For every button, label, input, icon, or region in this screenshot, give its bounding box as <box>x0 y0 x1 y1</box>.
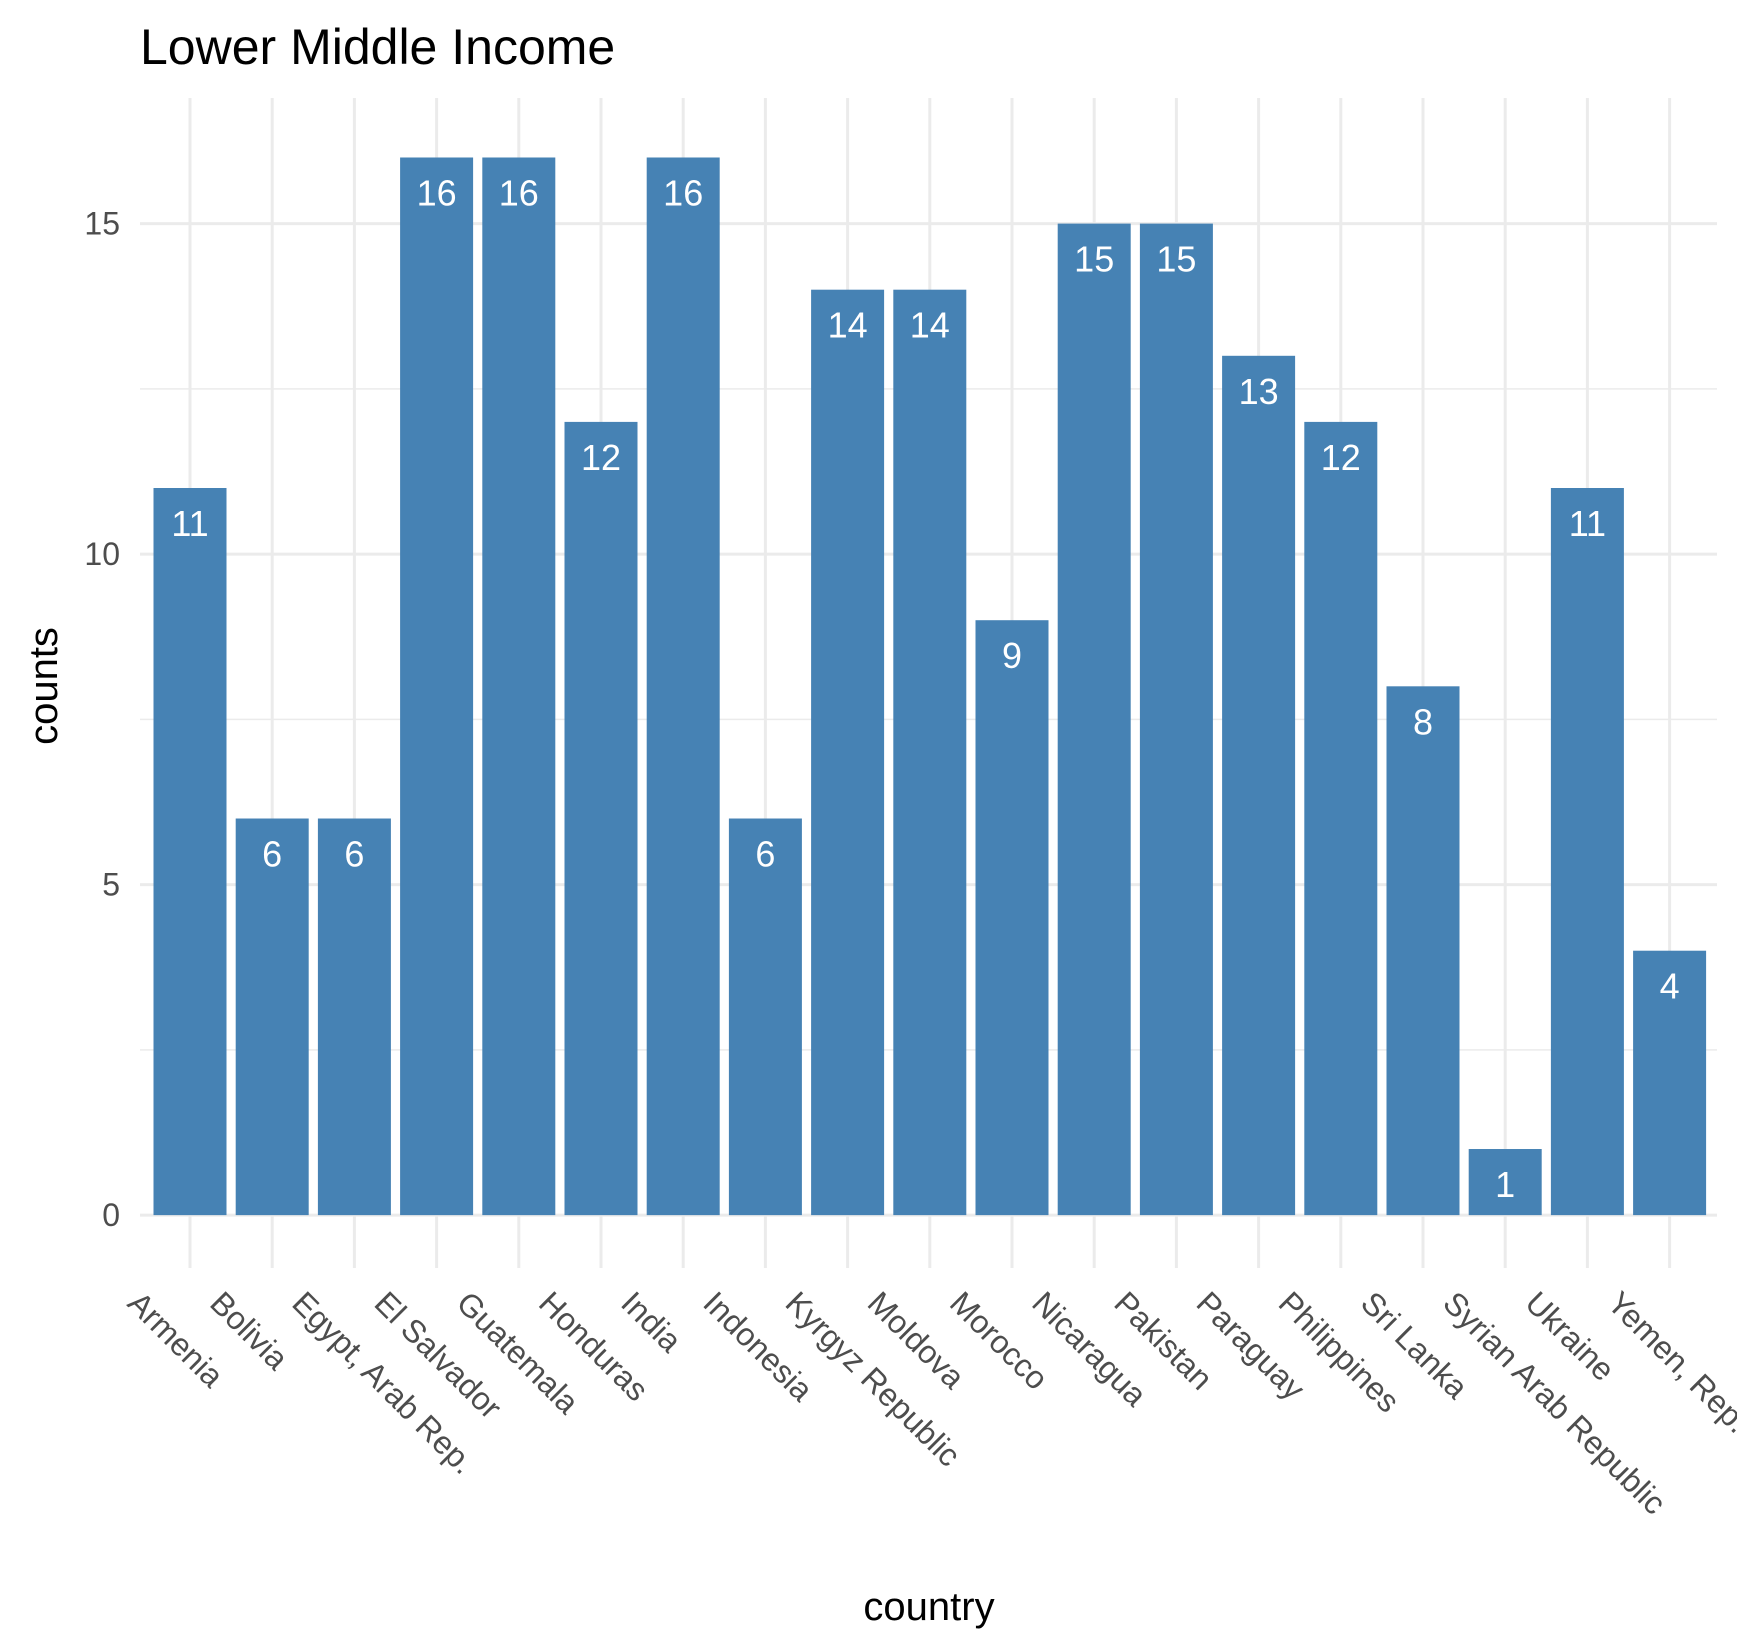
bar <box>400 157 474 1216</box>
bar-value-label: 15 <box>1074 239 1114 280</box>
bar-value-label: 16 <box>417 172 457 213</box>
bar-value-label: 11 <box>1569 503 1606 544</box>
bar-value-label: 4 <box>1660 966 1680 1007</box>
bar-value-label: 15 <box>1156 239 1196 280</box>
bar <box>317 818 391 1216</box>
bar-value-label: 16 <box>499 172 539 213</box>
bar <box>1304 421 1378 1216</box>
y-axis-title: counts <box>22 627 66 745</box>
bar-value-label: 9 <box>1002 635 1022 676</box>
bar-value-label: 12 <box>1321 437 1361 478</box>
y-tick-label: 0 <box>102 1197 120 1233</box>
bar-value-label: 1 <box>1495 1164 1515 1205</box>
y-tick-label: 5 <box>102 867 120 903</box>
bar <box>975 620 1049 1216</box>
bar <box>646 157 720 1216</box>
bar-value-label: 13 <box>1239 371 1279 412</box>
bar <box>728 818 802 1216</box>
bar <box>1633 950 1707 1216</box>
x-tick-label: India <box>614 1284 689 1359</box>
bar <box>1468 1149 1542 1216</box>
bar <box>1222 355 1296 1216</box>
bar <box>893 289 967 1216</box>
bar <box>1550 488 1624 1216</box>
bar <box>235 818 309 1216</box>
bar <box>482 157 556 1216</box>
y-tick-labels: 0 5 10 15 <box>84 206 120 1234</box>
bar <box>1057 223 1131 1216</box>
bar <box>153 488 227 1216</box>
y-tick-label: 15 <box>84 206 120 242</box>
bar-value-label: 6 <box>262 834 282 875</box>
bar-value-label: 14 <box>828 305 868 346</box>
bar <box>811 289 885 1216</box>
bar-value-label: 6 <box>344 834 364 875</box>
bar-value-label: 16 <box>663 172 703 213</box>
bar <box>1139 223 1213 1216</box>
x-axis-title: country <box>863 1585 994 1629</box>
bar <box>564 421 638 1216</box>
bar <box>1386 686 1460 1216</box>
bar-value-label: 8 <box>1413 701 1433 742</box>
chart-title: Lower Middle Income <box>140 19 615 75</box>
bar-value-label: 11 <box>171 503 208 544</box>
bar-value-label: 12 <box>581 437 621 478</box>
bar-value-label: 6 <box>755 834 775 875</box>
y-tick-label: 10 <box>84 536 120 572</box>
bar-value-label: 14 <box>910 305 950 346</box>
